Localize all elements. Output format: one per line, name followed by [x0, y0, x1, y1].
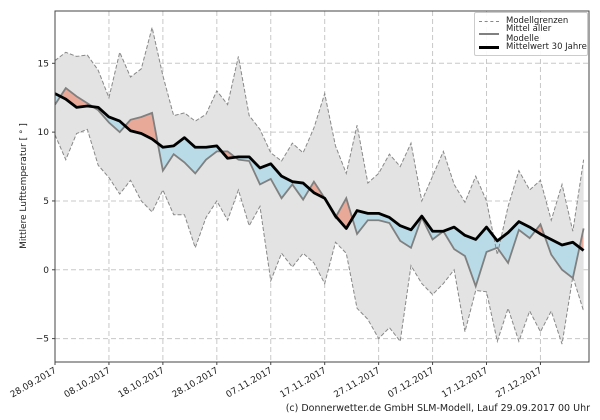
y-tick-label: −5 [36, 335, 49, 345]
y-axis-label: Mittlere Lufttemperatur [ ° ] [19, 123, 29, 249]
x-tick-label: 27.12.2017 [494, 366, 544, 400]
legend-item-mittel-aller-modelle: Mittel aller Modelle [479, 24, 587, 44]
legend-item-mittelwert-30-jahre: Mittelwert 30 Jahre [479, 41, 587, 53]
colder-than-average-fill [55, 93, 584, 287]
legend-label: Mittelwert 30 Jahre [506, 42, 587, 52]
y-tick-label: 15 [38, 59, 49, 69]
x-tick-label: 07.11.2017 [225, 366, 275, 400]
climate-mean-30-years-line [55, 92, 585, 252]
legend-swatch-black [479, 45, 499, 49]
x-tick-label: 17.12.2017 [440, 366, 490, 400]
x-tick-label: 18.10.2017 [117, 366, 167, 400]
upper-model-limit-line [55, 27, 585, 255]
x-tick-label: 07.12.2017 [386, 366, 436, 400]
y-tick-label: 5 [43, 197, 49, 207]
lower-model-limit-line [55, 128, 585, 345]
plot-frame [54, 10, 590, 363]
y-tick-label: 10 [38, 128, 50, 138]
copyright-footer: (c) Donnerwetter.de GmbH SLM-Modell, Lau… [285, 403, 590, 414]
x-tick-label: 27.11.2017 [333, 366, 383, 400]
legend: Modellgrenzen Mittel aller Modelle Mitte… [474, 12, 588, 56]
y-tick-label: 0 [43, 266, 49, 276]
legend-swatch-gray [479, 33, 499, 35]
model-range-band [55, 27, 584, 345]
x-tick-label: 28.10.2017 [171, 366, 221, 400]
legend-swatch-dashed [479, 20, 499, 22]
legend-label: Modellgrenzen [506, 16, 569, 26]
legend-item-modellgrenzen: Modellgrenzen [479, 15, 568, 27]
x-tick-label: 17.11.2017 [279, 366, 329, 400]
legend-label: Mittel aller Modelle [505, 24, 552, 44]
x-tick-label: 28.09.2017 [9, 366, 59, 400]
x-tick-label: 08.10.2017 [63, 366, 113, 400]
model-mean-line [55, 86, 585, 290]
